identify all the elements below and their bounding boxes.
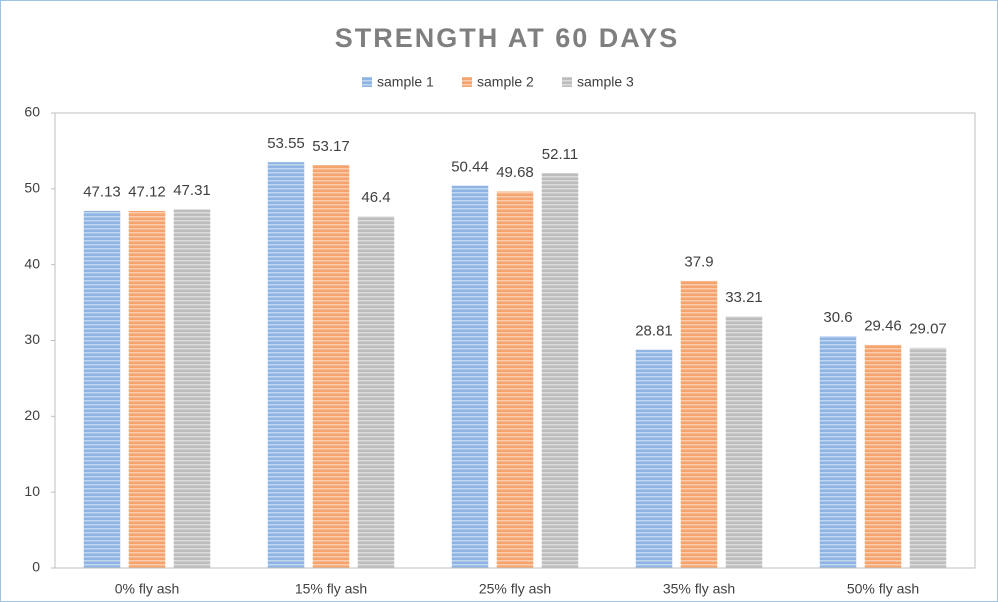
bar bbox=[541, 172, 579, 569]
data-label: 47.31 bbox=[173, 182, 211, 199]
y-tick-label: 20 bbox=[24, 407, 40, 423]
data-label: 49.68 bbox=[496, 164, 534, 181]
bar bbox=[451, 185, 489, 569]
data-label: 46.4 bbox=[361, 189, 390, 206]
bar bbox=[267, 161, 305, 569]
data-label: 30.6 bbox=[823, 309, 852, 326]
x-tick-label: 0% fly ash bbox=[115, 581, 180, 597]
legend-swatch bbox=[362, 77, 372, 87]
legend-swatch bbox=[562, 77, 572, 87]
data-label: 52.11 bbox=[542, 146, 578, 163]
x-tick-label: 25% fly ash bbox=[479, 581, 551, 597]
data-label: 28.81 bbox=[635, 322, 673, 339]
data-label: 53.55 bbox=[267, 135, 305, 152]
y-tick-label: 30 bbox=[24, 331, 40, 347]
bar bbox=[128, 210, 166, 569]
bar bbox=[312, 164, 350, 569]
y-tick-label: 50 bbox=[24, 180, 40, 196]
x-tick-label: 35% fly ash bbox=[663, 581, 735, 597]
y-tick-label: 40 bbox=[24, 255, 40, 271]
bar bbox=[909, 347, 947, 569]
legend-label: sample 2 bbox=[477, 74, 534, 90]
data-label: 37.9 bbox=[684, 254, 713, 271]
y-tick-label: 60 bbox=[24, 104, 40, 120]
bar bbox=[496, 191, 534, 569]
legend-label: sample 3 bbox=[577, 74, 634, 90]
bar bbox=[357, 215, 395, 569]
y-tick-label: 10 bbox=[24, 483, 40, 499]
legend-label: sample 1 bbox=[377, 74, 434, 90]
bar bbox=[864, 344, 902, 569]
legend-swatch bbox=[462, 77, 472, 87]
bar bbox=[635, 349, 673, 569]
data-label: 50.44 bbox=[451, 158, 489, 175]
data-label: 47.12 bbox=[128, 184, 166, 201]
bar bbox=[819, 335, 857, 569]
data-label: 33.21 bbox=[725, 289, 763, 306]
bar bbox=[725, 315, 763, 569]
x-tick-label: 50% fly ash bbox=[847, 581, 919, 597]
bar bbox=[173, 208, 211, 569]
data-label: 29.07 bbox=[909, 321, 947, 338]
data-label: 47.13 bbox=[83, 184, 121, 201]
data-label: 29.46 bbox=[864, 318, 902, 335]
x-tick-label: 15% fly ash bbox=[295, 581, 367, 597]
chart-title: STRENGTH AT 60 DAYS bbox=[335, 23, 680, 53]
data-label: 53.17 bbox=[312, 138, 350, 155]
bar bbox=[680, 280, 718, 569]
bar bbox=[83, 210, 121, 569]
y-tick-label: 0 bbox=[32, 559, 40, 575]
